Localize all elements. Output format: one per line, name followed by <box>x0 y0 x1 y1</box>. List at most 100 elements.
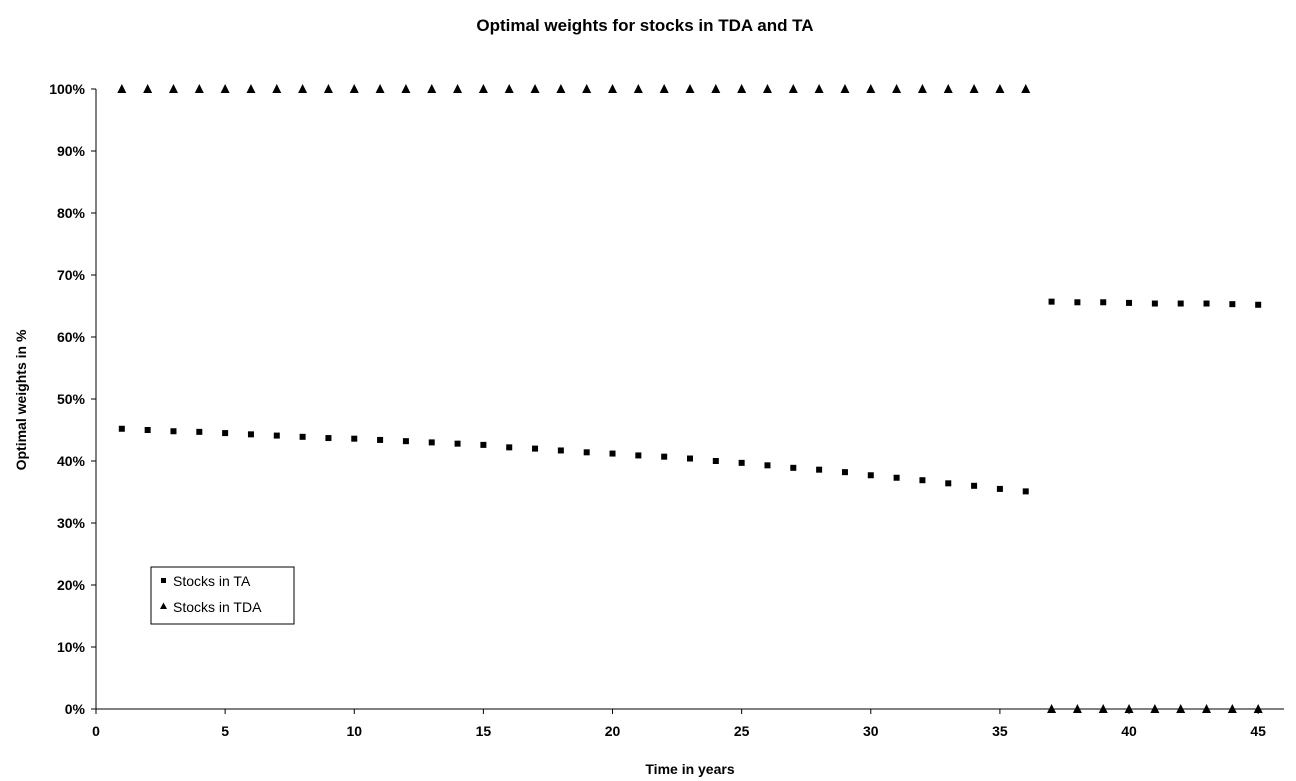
data-point-stocks-in-tda <box>349 84 359 93</box>
data-point-stocks-in-tda <box>1176 704 1186 713</box>
x-tick-label: 30 <box>863 723 879 739</box>
data-point-stocks-in-tda <box>453 84 463 93</box>
data-point-stocks-in-tda <box>737 84 747 93</box>
data-point-stocks-in-ta <box>971 482 978 489</box>
legend-box <box>150 566 295 625</box>
x-tick-label: 35 <box>992 723 1008 739</box>
chart-title: Optimal weights for stocks in TDA and TA <box>476 16 813 35</box>
data-point-stocks-in-ta <box>841 469 848 476</box>
data-point-stocks-in-tda <box>246 84 256 93</box>
data-point-stocks-in-tda <box>1098 704 1108 713</box>
x-tick-label: 5 <box>221 723 229 739</box>
data-point-stocks-in-tda <box>194 84 204 93</box>
data-point-stocks-in-ta <box>1151 300 1158 307</box>
data-point-stocks-in-ta <box>428 439 435 446</box>
data-point-stocks-in-ta <box>532 445 539 452</box>
y-tick-label: 50% <box>57 391 86 407</box>
data-point-stocks-in-ta <box>480 441 487 448</box>
data-point-stocks-in-ta <box>273 432 280 439</box>
data-point-stocks-in-ta <box>247 431 254 438</box>
series-stocks-in-ta <box>118 298 1262 495</box>
data-point-stocks-in-ta <box>377 436 384 443</box>
x-axis-title: Time in years <box>645 761 734 777</box>
data-point-stocks-in-ta <box>506 444 513 451</box>
data-point-stocks-in-tda <box>1047 704 1057 713</box>
data-point-stocks-in-ta <box>712 458 719 464</box>
data-point-stocks-in-tda <box>917 84 927 93</box>
y-axis-title: Optimal weights in % <box>13 329 29 470</box>
data-point-stocks-in-tda <box>143 84 153 93</box>
data-point-stocks-in-tda <box>530 84 540 93</box>
data-point-stocks-in-ta <box>1229 301 1236 308</box>
data-point-stocks-in-ta <box>1100 299 1107 306</box>
data-point-stocks-in-tda <box>659 84 669 93</box>
data-point-stocks-in-tda <box>1124 704 1134 713</box>
legend-label-stocks-in-ta: Stocks in TA <box>173 573 251 589</box>
data-point-stocks-in-tda <box>969 84 979 93</box>
data-point-stocks-in-ta <box>454 440 461 447</box>
data-point-stocks-in-ta <box>1126 299 1133 306</box>
data-point-stocks-in-ta <box>351 435 358 442</box>
legend-label-stocks-in-tda: Stocks in TDA <box>173 599 262 615</box>
data-point-stocks-in-ta <box>1074 299 1081 306</box>
data-point-stocks-in-ta <box>609 450 616 457</box>
data-point-stocks-in-tda <box>762 84 772 93</box>
y-tick-label: 40% <box>57 453 86 469</box>
data-point-stocks-in-ta <box>299 433 306 440</box>
data-point-stocks-in-ta <box>1255 301 1262 308</box>
legend-marker-stocks-in-tda <box>160 602 167 609</box>
x-tick-label: 10 <box>346 723 362 739</box>
data-point-stocks-in-tda <box>401 84 411 93</box>
data-point-stocks-in-tda <box>814 84 824 93</box>
data-point-stocks-in-ta <box>635 452 642 459</box>
data-point-stocks-in-tda <box>1202 704 1212 713</box>
data-point-stocks-in-ta <box>687 455 693 462</box>
data-point-stocks-in-ta <box>557 447 564 454</box>
y-tick-label: 70% <box>57 267 86 283</box>
data-point-stocks-in-tda <box>168 84 178 93</box>
data-point-stocks-in-tda <box>1253 704 1263 713</box>
data-point-stocks-in-tda <box>1072 704 1082 713</box>
data-point-stocks-in-ta <box>1177 300 1184 307</box>
data-point-stocks-in-ta <box>1022 488 1029 495</box>
data-point-stocks-in-tda <box>504 84 514 93</box>
y-axis-ticks: 0% 10% 20% 30% 40% 50% 60% 70% 80% 90% 100% <box>49 81 96 717</box>
legend-marker-stocks-in-ta <box>161 578 166 583</box>
legend: Stocks in TA Stocks in TDA <box>150 566 295 625</box>
data-point-stocks-in-ta <box>325 435 332 442</box>
data-point-stocks-in-tda <box>711 84 721 93</box>
data-point-stocks-in-tda <box>840 84 850 93</box>
data-point-stocks-in-ta <box>196 428 203 435</box>
data-point-stocks-in-tda <box>220 84 230 93</box>
data-point-stocks-in-tda <box>633 84 643 93</box>
data-point-stocks-in-tda <box>892 84 902 93</box>
data-point-stocks-in-ta <box>738 459 745 466</box>
data-point-stocks-in-ta <box>867 472 874 479</box>
data-point-stocks-in-ta <box>1048 298 1055 305</box>
data-point-stocks-in-ta <box>816 466 823 473</box>
y-tick-label: 0% <box>65 701 86 717</box>
x-tick-label: 40 <box>1121 723 1137 739</box>
data-point-stocks-in-tda <box>117 84 127 93</box>
data-point-stocks-in-tda <box>375 84 385 93</box>
x-tick-label: 0 <box>92 723 100 739</box>
data-point-stocks-in-ta <box>144 427 151 433</box>
y-tick-label: 10% <box>57 639 86 655</box>
x-tick-label: 45 <box>1250 723 1266 739</box>
data-point-stocks-in-ta <box>170 428 177 435</box>
data-point-stocks-in-ta <box>893 474 900 481</box>
data-point-stocks-in-ta <box>790 464 797 471</box>
data-point-stocks-in-ta <box>118 425 125 432</box>
y-tick-label: 100% <box>49 81 85 97</box>
y-tick-label: 80% <box>57 205 86 221</box>
data-point-stocks-in-ta <box>764 462 771 469</box>
data-point-stocks-in-tda <box>1227 704 1237 713</box>
data-point-stocks-in-tda <box>1150 704 1160 713</box>
y-tick-label: 20% <box>57 577 86 593</box>
data-point-stocks-in-tda <box>1021 84 1031 93</box>
data-point-stocks-in-tda <box>272 84 282 93</box>
data-point-stocks-in-tda <box>323 84 333 93</box>
data-point-stocks-in-ta <box>583 449 590 456</box>
